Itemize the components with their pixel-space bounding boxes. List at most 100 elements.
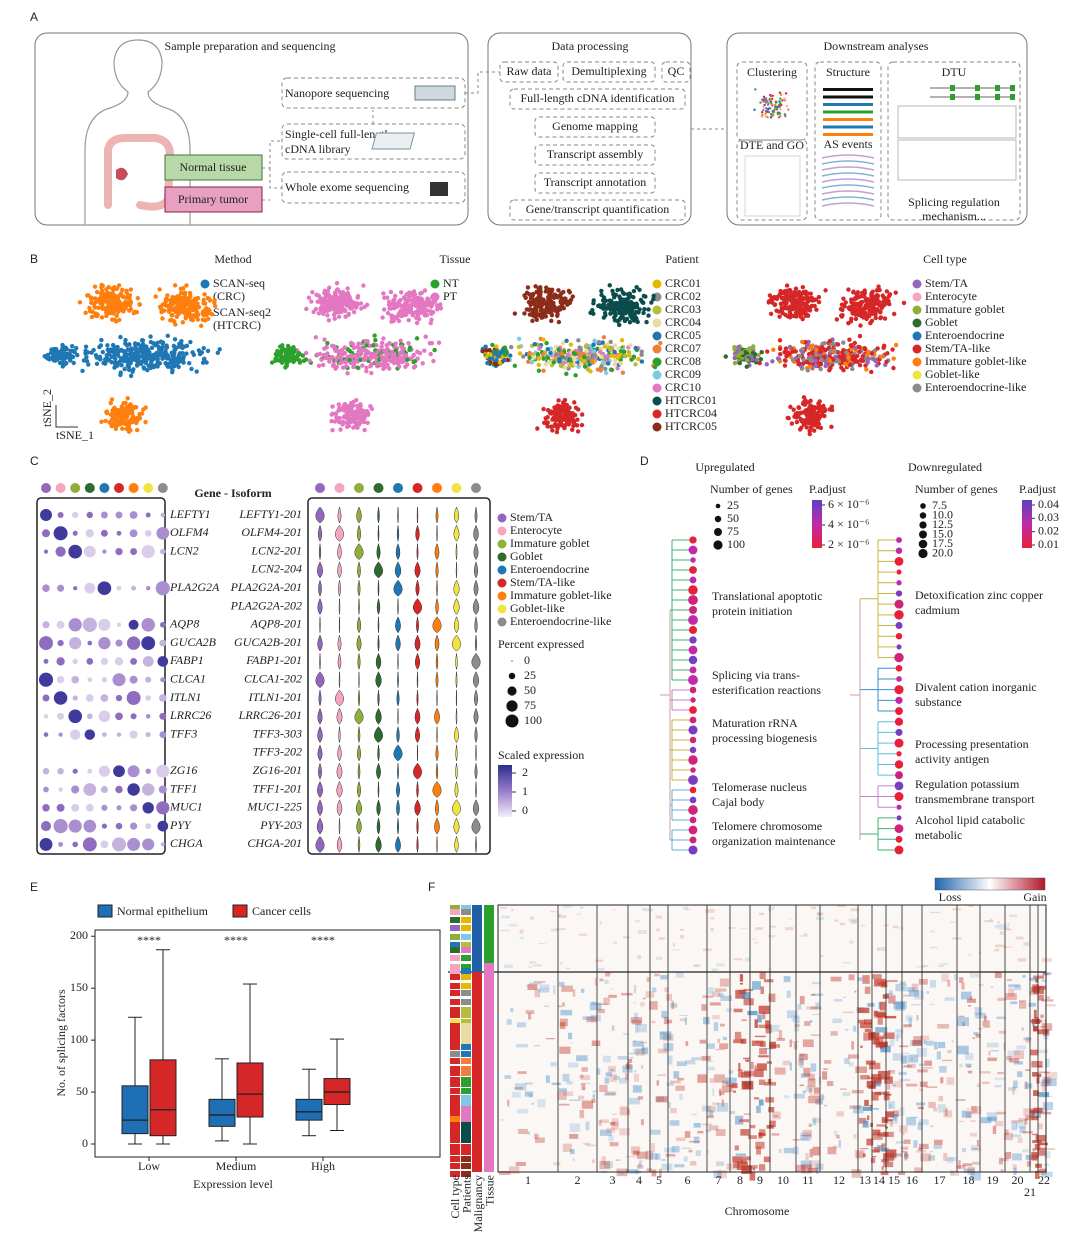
tsne-point: [185, 309, 191, 314]
violin: [357, 689, 361, 707]
cnv-cell: [897, 1032, 903, 1039]
colorbar-label: Gain: [1023, 890, 1046, 904]
expr-dot: [101, 804, 108, 811]
cnv-cell: [899, 1045, 909, 1048]
cnv-cell: [586, 1082, 591, 1085]
tsne-point: [385, 310, 391, 316]
cnv-cell: [755, 1141, 765, 1149]
thumb-dot: [778, 91, 782, 94]
tsne-point: [790, 357, 796, 363]
tsne-point: [616, 301, 621, 307]
tsne-point: [756, 352, 761, 358]
cnv-cell: [1015, 1121, 1027, 1129]
cnv-cell: [706, 1043, 715, 1049]
tsne-point: [301, 358, 307, 364]
tsne-point: [827, 358, 832, 363]
tsne-point: [537, 346, 542, 351]
cnv-cell: [759, 1129, 766, 1137]
cnv-cell: [756, 1105, 761, 1114]
cnv-cell: [913, 1036, 923, 1045]
tsne-point: [429, 300, 434, 305]
tsne-point: [342, 345, 348, 350]
tsne-point: [874, 363, 879, 368]
expr-dot: [39, 837, 53, 851]
tsne-point: [601, 335, 607, 340]
tsne-point: [62, 347, 67, 352]
legend-swatch: [912, 370, 922, 380]
tsne-point: [589, 359, 594, 364]
expr-dot: [58, 732, 63, 737]
tsne-point: [866, 349, 871, 355]
tsne-point: [419, 298, 425, 304]
tsne-point: [112, 353, 117, 358]
cnv-cell: [809, 1020, 813, 1023]
term-dot: [688, 605, 698, 615]
dendro-root: [850, 598, 861, 840]
cnv-cell: [900, 1146, 909, 1150]
cnv-cell: [853, 1133, 857, 1139]
tsne-point: [607, 283, 612, 288]
tsne-point: [381, 366, 386, 372]
legend-label: PT: [443, 289, 458, 303]
cnv-cell: [580, 1082, 586, 1086]
tsne-point: [380, 356, 385, 362]
cnv-cell: [833, 1130, 838, 1136]
legend-title: Number of genes: [915, 482, 998, 496]
tsne-point: [201, 297, 206, 303]
tsne-point: [364, 348, 369, 353]
cnv-cell: [611, 1025, 615, 1031]
legend-label: HTCRC05: [665, 419, 717, 433]
tsne-point: [563, 356, 569, 361]
tsne-point: [346, 408, 351, 414]
expr-dot: [116, 530, 122, 536]
tsne-point: [509, 344, 514, 350]
cnv-cell: [1014, 985, 1022, 991]
step-box: [509, 199, 686, 221]
tsne-point: [189, 303, 195, 308]
legend-swatch: [912, 357, 922, 367]
tsne-point: [564, 408, 569, 413]
tsne-point: [546, 359, 552, 365]
cnv-cell: [599, 1129, 612, 1136]
tsne-point: [398, 338, 403, 343]
tsne-point: [545, 407, 551, 413]
tsne-point: [538, 289, 543, 295]
tsne-point: [184, 351, 189, 356]
cnv-cell: [959, 977, 964, 983]
tsne-point: [619, 312, 624, 317]
tsne-point: [615, 366, 620, 371]
cnv-cell: [636, 1151, 648, 1159]
violin: [414, 634, 421, 652]
cnv-cell: [1006, 1055, 1012, 1060]
cnv-cell: [758, 1079, 766, 1086]
cnv-cell: [1033, 1090, 1039, 1096]
tsne-point: [868, 320, 873, 326]
size-key: [714, 515, 722, 523]
tsne-point: [337, 349, 342, 354]
tsne-point: [639, 359, 645, 364]
tsne-point: [163, 299, 168, 304]
cnv-cell: [1012, 1086, 1015, 1095]
tsne-point: [567, 414, 572, 420]
expr-dot: [160, 548, 166, 555]
tsne-point: [411, 289, 417, 294]
term-dot: [894, 792, 904, 802]
expr-dot: [43, 732, 49, 737]
tsne-point: [106, 357, 111, 363]
violin: [434, 817, 440, 835]
colorbar-label: 6 × 10⁻⁶: [828, 497, 869, 511]
tsne-point: [516, 336, 522, 342]
violin: [434, 799, 440, 817]
tsne-point: [212, 297, 217, 303]
legend-swatch: [497, 552, 507, 562]
size-key-label: 75: [727, 524, 739, 538]
x-tick-label: Low: [138, 1159, 160, 1173]
cnv-cell: [747, 1010, 758, 1016]
legend-swatch: [497, 591, 507, 601]
cnv-cell: [908, 1017, 912, 1026]
thumb-dot: [763, 103, 766, 107]
expr-dot: [43, 714, 49, 719]
tsne-point: [800, 350, 805, 355]
tsne-point: [316, 363, 322, 368]
tsne-point: [347, 357, 352, 363]
